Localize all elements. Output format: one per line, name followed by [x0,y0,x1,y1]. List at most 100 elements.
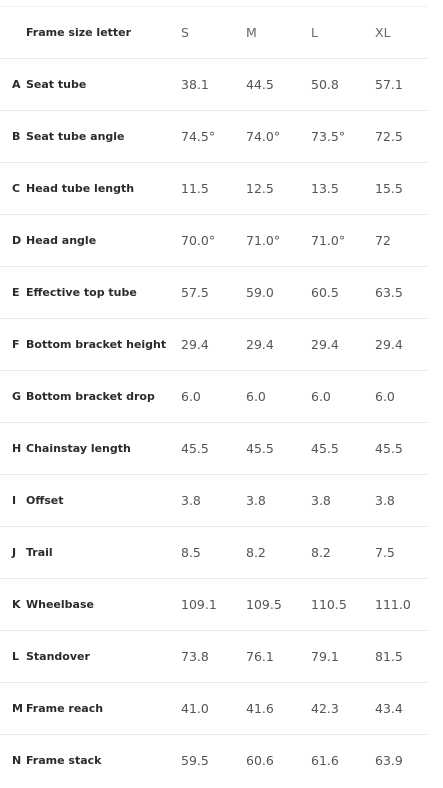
top-divider [0,6,428,7]
row-label: Head tube length [26,182,135,195]
value-l: 71.0° [311,233,346,248]
size-header-m: M [246,25,257,40]
row-letter: F [12,338,20,351]
value-m: 76.1 [246,649,274,664]
value-s: 41.0 [181,701,209,716]
row-letter: E [12,286,20,299]
header-row: Frame size letter S M L XL [0,7,428,59]
value-m: 12.5 [246,181,274,196]
table-row: H Chainstay length 45.5 45.5 45.5 45.5 [0,423,428,475]
row-label: Seat tube [26,78,87,91]
value-xl: 63.5 [375,285,403,300]
value-s: 38.1 [181,77,209,92]
value-xl: 63.9 [375,753,403,768]
table-row: J Trail 8.5 8.2 8.2 7.5 [0,527,428,579]
value-s: 3.8 [181,493,201,508]
row-label: Frame reach [26,702,104,715]
value-xl: 43.4 [375,701,403,716]
size-header-xl: XL [375,25,391,40]
value-s: 29.4 [181,337,209,352]
value-l: 60.5 [311,285,339,300]
value-m: 59.0 [246,285,274,300]
row-label: Head angle [26,234,97,247]
size-header-l: L [311,25,318,40]
row-letter: J [12,546,17,559]
value-s: 73.8 [181,649,209,664]
value-xl: 15.5 [375,181,403,196]
value-m: 3.8 [246,493,266,508]
table-row: D Head angle 70.0° 71.0° 71.0° 72 [0,215,428,267]
row-letter: I [12,494,17,507]
table-row: E Effective top tube 57.5 59.0 60.5 63.5 [0,267,428,319]
value-l: 50.8 [311,77,339,92]
value-m: 60.6 [246,753,274,768]
row-label: Standover [26,650,90,663]
row-label: Offset [26,494,64,507]
value-l: 29.4 [311,337,339,352]
value-xl: 29.4 [375,337,403,352]
table-row: B Seat tube angle 74.5° 74.0° 73.5° 72.5 [0,111,428,163]
row-letter: K [12,598,21,611]
value-l: 42.3 [311,701,339,716]
value-s: 8.5 [181,545,201,560]
value-m: 109.5 [246,597,282,612]
row-letter: L [12,650,20,663]
value-m: 6.0 [246,389,266,404]
value-xl: 6.0 [375,389,395,404]
value-xl: 57.1 [375,77,403,92]
value-s: 70.0° [181,233,216,248]
row-label: Chainstay length [26,442,131,455]
row-letter: H [12,442,22,455]
value-m: 74.0° [246,129,281,144]
value-l: 13.5 [311,181,339,196]
table-row: G Bottom bracket drop 6.0 6.0 6.0 6.0 [0,371,428,423]
row-letter: N [12,754,22,767]
row-label: Frame stack [26,754,102,767]
value-m: 45.5 [246,441,274,456]
value-l: 3.8 [311,493,331,508]
value-xl: 111.0 [375,597,411,612]
row-letter: D [12,234,22,247]
row-label: Bottom bracket drop [26,390,155,403]
value-m: 29.4 [246,337,274,352]
table-row: N Frame stack 59.5 60.6 61.6 63.9 [0,735,428,787]
value-m: 71.0° [246,233,281,248]
value-l: 73.5° [311,129,346,144]
value-s: 6.0 [181,389,201,404]
row-label: Trail [26,546,53,559]
value-l: 6.0 [311,389,331,404]
table-row: K Wheelbase 109.1 109.5 110.5 111.0 [0,579,428,631]
value-m: 41.6 [246,701,274,716]
value-s: 74.5° [181,129,216,144]
row-letter: B [12,130,21,143]
value-l: 79.1 [311,649,339,664]
value-xl: 72.5 [375,129,403,144]
value-l: 45.5 [311,441,339,456]
value-s: 59.5 [181,753,209,768]
value-xl: 7.5 [375,545,395,560]
table-row: C Head tube length 11.5 12.5 13.5 15.5 [0,163,428,215]
value-s: 109.1 [181,597,217,612]
size-header-s: S [181,25,189,40]
value-l: 8.2 [311,545,331,560]
header-label: Frame size letter [26,26,132,39]
value-l: 61.6 [311,753,339,768]
value-l: 110.5 [311,597,347,612]
value-s: 11.5 [181,181,209,196]
table-row: F Bottom bracket height 29.4 29.4 29.4 2… [0,319,428,371]
table-row: L Standover 73.8 76.1 79.1 81.5 [0,631,428,683]
value-m: 44.5 [246,77,274,92]
row-label: Wheelbase [26,598,94,611]
value-xl: 72 [375,233,391,248]
value-xl: 3.8 [375,493,395,508]
value-m: 8.2 [246,545,266,560]
table-row: A Seat tube 38.1 44.5 50.8 57.1 [0,59,428,111]
row-label: Bottom bracket height [26,338,167,351]
row-label: Seat tube angle [26,130,125,143]
row-letter: M [12,702,23,715]
row-label: Effective top tube [26,286,137,299]
value-s: 45.5 [181,441,209,456]
row-letter: G [12,390,22,403]
value-xl: 81.5 [375,649,403,664]
